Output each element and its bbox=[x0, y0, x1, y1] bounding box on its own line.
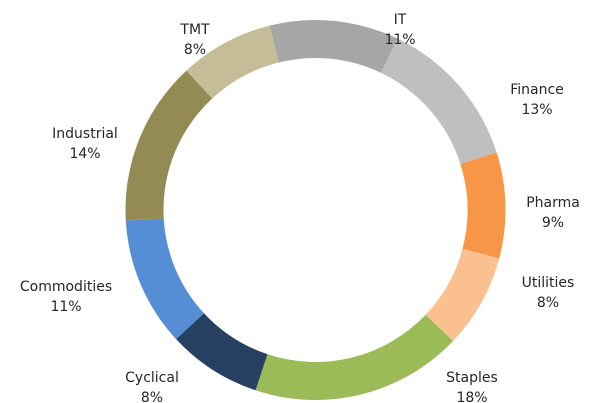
value-label: 9% bbox=[542, 215, 564, 231]
value-label: 14% bbox=[69, 146, 100, 162]
value-label: 11% bbox=[384, 32, 415, 48]
donut-segment bbox=[176, 313, 268, 391]
category-label: Cyclical bbox=[125, 370, 179, 386]
value-label: 18% bbox=[456, 390, 487, 403]
category-label: Commodities bbox=[20, 279, 112, 295]
category-label: IT bbox=[394, 12, 407, 28]
donut-segment bbox=[125, 218, 204, 340]
donut-segment bbox=[425, 248, 500, 342]
donut-segment bbox=[125, 70, 213, 221]
category-label: Industrial bbox=[52, 126, 118, 142]
category-label: Finance bbox=[510, 82, 564, 98]
donut-segment bbox=[269, 20, 398, 73]
category-label: TMT bbox=[179, 22, 210, 38]
category-label: Staples bbox=[446, 370, 498, 386]
donut-segment bbox=[186, 25, 279, 99]
value-label: 8% bbox=[141, 390, 163, 403]
donut-segment bbox=[381, 38, 497, 165]
value-label: 8% bbox=[537, 295, 559, 311]
donut-segment bbox=[255, 314, 454, 401]
donut-segment bbox=[460, 152, 506, 259]
value-label: 8% bbox=[184, 42, 206, 58]
value-label: 11% bbox=[50, 299, 81, 315]
category-label: Pharma bbox=[526, 195, 580, 211]
value-label: 13% bbox=[521, 102, 552, 118]
category-label: Utilities bbox=[522, 275, 575, 291]
